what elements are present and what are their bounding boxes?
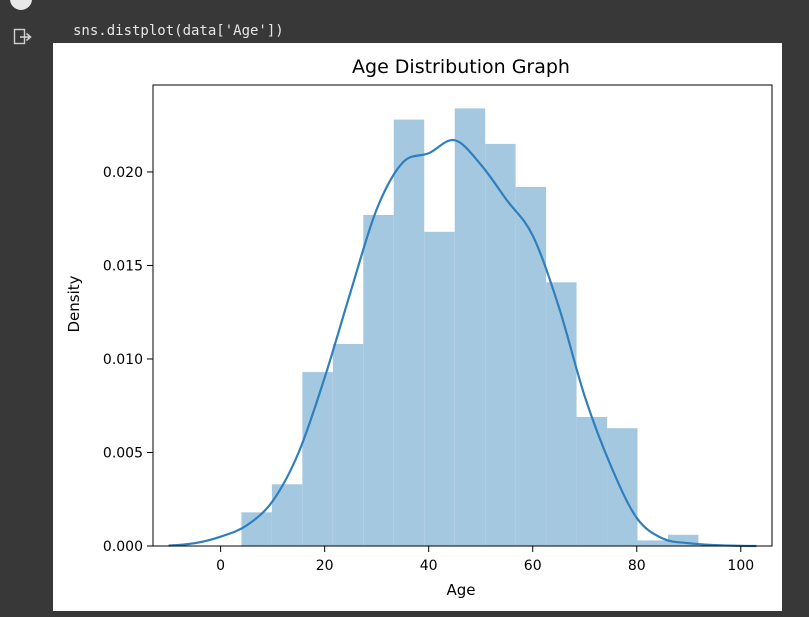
x-tick-label: 20 [316,558,334,574]
histogram-bar [667,534,699,546]
y-tick-label: 0.015 [103,258,143,274]
histogram-bar [637,540,668,546]
chart-figure: Age Distribution Graph 0.000 0.005 0.010 0.… [53,43,782,611]
plot-area-frame [152,84,773,547]
histogram-bar [546,282,577,546]
x-tick-label: 80 [628,558,646,574]
histogram-bars [241,108,699,547]
y-tick-label: 0.005 [103,445,143,461]
y-tick-label: 0.010 [103,352,143,368]
histogram-bar [454,108,486,546]
histogram-bar [607,428,638,546]
run-status-icon[interactable] [10,0,32,10]
x-tick-label: 40 [420,558,438,574]
x-tick-label: 0 [216,558,225,574]
x-tick-label: 100 [727,558,754,574]
code-cell-source[interactable]: sns.distplot(data['Age']) [73,23,284,39]
chart-svg: Age Distribution Graph 0.0000.0050.0100.… [65,56,773,599]
kde-line [168,138,757,548]
x-axis-label: Age [446,581,475,599]
histogram-bar [332,344,364,546]
histogram-bar [424,231,455,546]
y-axis-label: Density [65,275,83,332]
x-axis: 0 20 40 60 80 100 [216,546,754,574]
y-tick-label: 0.020 [103,165,143,181]
y-axis: 0.000 0.005 0.010 0.015 0.020 [103,165,153,555]
kde-curve [168,138,757,548]
histogram-bar [393,119,425,546]
histogram-bar [576,416,608,546]
chart-title: Age Distribution Graph [352,56,570,78]
output-arrow-icon[interactable] [13,28,33,46]
y-tick-label: 0.000 [103,539,143,555]
x-tick-label: 60 [524,558,542,574]
histogram-bar [485,143,516,546]
histogram-bar [363,214,394,546]
histogram-bar [515,186,547,547]
